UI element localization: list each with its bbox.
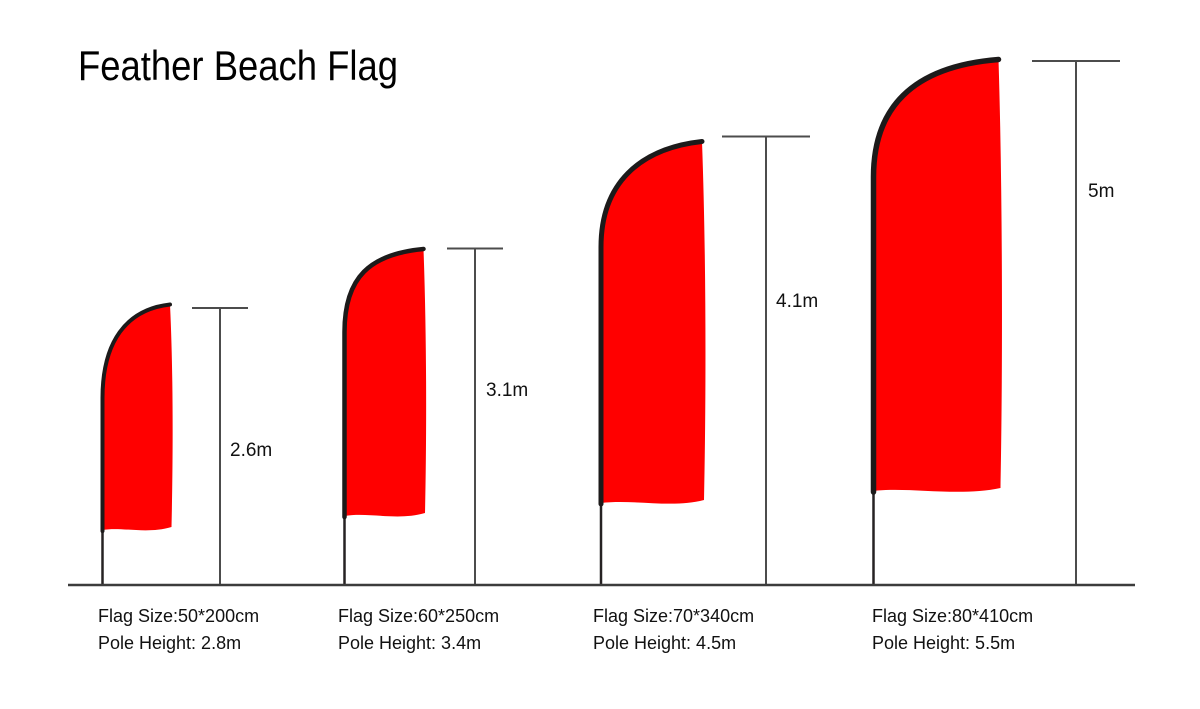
flag-group-medium: 3.1m Flag Size:60*250cm Pole Height: 3.4… — [338, 246, 528, 653]
flag-large-pole-height-label: Pole Height: 4.5m — [593, 633, 736, 653]
flag-medium-body — [344, 249, 427, 517]
flag-x-large-pole-height-label: Pole Height: 5.5m — [872, 633, 1015, 653]
flag-medium-pole-height-label: Pole Height: 3.4m — [338, 633, 481, 653]
flag-x-large-measure-line — [1032, 60, 1120, 584]
flag-small-pole-height-label: Pole Height: 2.8m — [98, 633, 241, 653]
flag-small-height-label: 2.6m — [230, 440, 272, 461]
flag-large-pole — [598, 139, 705, 507]
flag-group-x-large: 5m Flag Size:80*410cm Pole Height: 5.5m — [870, 56, 1120, 653]
flag-group-small: 2.6m Flag Size:50*200cm Pole Height: 2.8… — [98, 302, 272, 653]
flag-large-height-label: 4.1m — [776, 291, 818, 312]
flag-x-large-pole — [870, 56, 1002, 495]
flag-large-measure-line — [722, 135, 810, 584]
page-title: Feather Beach Flag — [78, 42, 398, 89]
flag-large-size-label: Flag Size:70*340cm — [593, 606, 754, 626]
flag-medium-height-label: 3.1m — [486, 380, 528, 401]
flag-medium-size-label: Flag Size:60*250cm — [338, 606, 499, 626]
flag-medium-pole — [342, 246, 426, 520]
flag-x-large-size-label: Flag Size:80*410cm — [872, 606, 1033, 626]
flag-small-body — [102, 304, 173, 531]
flag-small-size-label: Flag Size:50*200cm — [98, 606, 259, 626]
flag-group-large: 4.1m Flag Size:70*340cm Pole Height: 4.5… — [593, 135, 818, 653]
flag-x-large-body — [873, 59, 1002, 492]
flag-x-large-height-label: 5m — [1088, 181, 1114, 202]
flag-small-measure-line — [192, 307, 248, 584]
flag-small-pole — [100, 302, 172, 533]
flag-large-body — [601, 141, 706, 504]
flag-medium-measure-line — [447, 247, 503, 584]
